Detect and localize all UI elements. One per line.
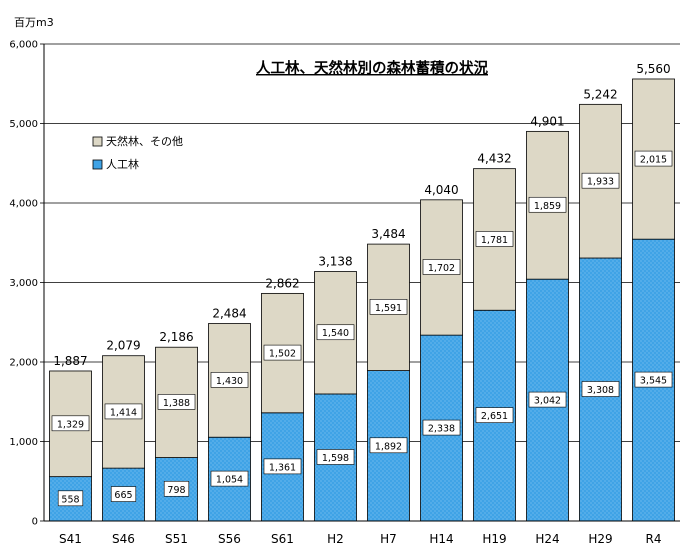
data-label-natural-H14: 1,702 [428, 263, 455, 274]
total-label-H29: 5,242 [583, 87, 617, 101]
y-tick-label: 4,000 [9, 199, 38, 210]
data-label-box-natural [157, 394, 196, 410]
data-label-box-natural [369, 299, 408, 315]
data-label-box-natural [422, 259, 461, 275]
data-label-natural-H19: 1,781 [481, 235, 508, 246]
data-label-box-natural [51, 415, 90, 432]
x-tick-label: H19 [482, 532, 506, 546]
y-tick-label: 5,000 [9, 119, 38, 130]
data-label-planted-H19: 2,651 [481, 411, 508, 422]
x-tick-label: H7 [380, 532, 397, 546]
legend-swatch-natural [92, 136, 103, 147]
data-label-natural-H2: 1,540 [322, 328, 349, 339]
data-label-natural-S41: 1,329 [57, 419, 84, 430]
x-tick-label: S51 [165, 532, 188, 546]
data-label-box-planted [110, 486, 137, 502]
total-label-R4: 5,560 [636, 62, 670, 76]
total-label-S41: 1,887 [53, 354, 87, 368]
data-label-natural-H7: 1,591 [375, 303, 402, 314]
data-label-natural-S56: 1,430 [216, 376, 243, 387]
data-label-box-planted [263, 458, 302, 475]
unit-label: 百万m3 [14, 16, 54, 29]
data-label-planted-S56: 1,054 [216, 475, 243, 486]
data-label-planted-S46: 665 [114, 490, 132, 501]
y-tick-label: 6,000 [9, 40, 38, 51]
total-label-H7: 3,484 [371, 227, 405, 241]
data-label-box-natural [475, 231, 514, 247]
data-label-box-natural [581, 172, 620, 189]
data-label-box-natural [316, 324, 355, 341]
total-label-H14: 4,040 [424, 183, 458, 197]
data-label-natural-S46: 1,414 [110, 407, 137, 418]
x-tick-label: H2 [327, 532, 344, 546]
total-label-S56: 2,484 [212, 307, 246, 321]
data-label-box-natural [104, 403, 143, 420]
chart-title: 人工林、天然林別の森林蓄積の状況 [256, 59, 488, 77]
data-label-natural-H29: 1,933 [587, 177, 614, 188]
data-label-box-planted [475, 407, 514, 423]
data-label-box-planted [581, 381, 620, 397]
x-tick-label: S41 [59, 532, 82, 546]
legend-label-natural: 天然林、その他 [106, 134, 183, 148]
data-label-planted-H7: 1,892 [375, 441, 402, 452]
x-tick-label: S61 [271, 532, 294, 546]
data-label-box-planted [422, 419, 461, 436]
y-tick-label: 0 [32, 517, 38, 528]
total-label-S46: 2,079 [106, 339, 140, 353]
gridlines [44, 43, 680, 442]
total-label-H24: 4,901 [530, 114, 564, 128]
axes: 0 1,000 2,000 3,000 4,000 5,000 6,000 S41 S46 S51… [9, 40, 680, 546]
data-label-planted-H2: 1,598 [322, 453, 349, 464]
labels: 558 1,329 1,887 665 1,414 2,079 798 1,388 2,186 1… [51, 62, 673, 507]
data-label-box-planted [528, 391, 567, 408]
data-label-planted-S41: 558 [61, 494, 79, 505]
legend: 天然林、その他 人工林 [92, 134, 183, 171]
x-tick-label: S56 [218, 532, 241, 546]
x-tick-label: H14 [429, 532, 453, 546]
data-label-planted-R4: 3,545 [640, 376, 667, 387]
data-label-planted-S51: 798 [167, 485, 185, 496]
data-label-box-natural [634, 150, 673, 167]
x-tick-label: H29 [588, 532, 612, 546]
x-tick-label: S46 [112, 532, 135, 546]
y-tick-label: 3,000 [9, 278, 38, 289]
total-label-H19: 4,432 [477, 152, 511, 166]
legend-label-planted: 人工林 [106, 157, 139, 171]
data-label-box-planted [316, 449, 355, 465]
data-label-box-natural [210, 372, 249, 388]
data-label-box-planted [369, 437, 408, 454]
data-label-box-planted [634, 371, 673, 388]
data-label-planted-S61: 1,361 [269, 462, 296, 473]
x-tick-label: R4 [646, 532, 662, 546]
data-label-planted-H14: 2,338 [428, 424, 455, 435]
y-tick-label: 1,000 [9, 437, 38, 448]
data-label-planted-H24: 3,042 [534, 396, 561, 407]
total-label-H2: 3,138 [318, 255, 352, 269]
y-tick-label: 2,000 [9, 358, 38, 369]
total-label-S61: 2,862 [265, 276, 299, 290]
data-label-box-planted [57, 490, 84, 507]
data-label-natural-R4: 2,015 [640, 155, 667, 166]
total-label-S51: 2,186 [159, 330, 193, 344]
data-label-natural-H24: 1,859 [534, 201, 561, 212]
x-tick-label: H24 [535, 532, 559, 546]
data-label-planted-H29: 3,308 [587, 385, 614, 396]
data-label-box-natural [263, 344, 302, 361]
data-label-box-natural [528, 196, 567, 213]
data-label-box-planted [163, 480, 190, 497]
data-label-natural-S51: 1,388 [163, 398, 190, 409]
data-label-natural-S61: 1,502 [269, 349, 296, 360]
data-label-box-planted [210, 470, 249, 487]
legend-swatch-planted [92, 159, 103, 170]
